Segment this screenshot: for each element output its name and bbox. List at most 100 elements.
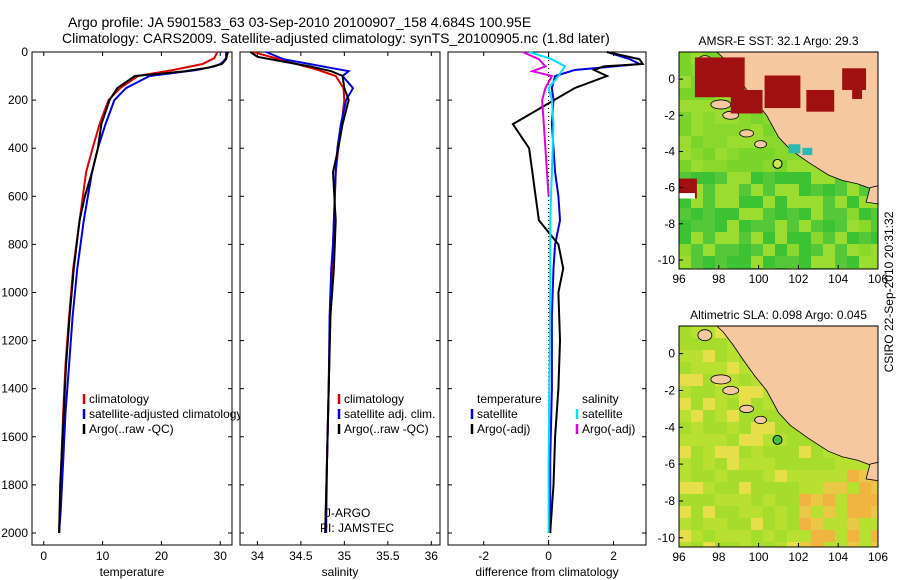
map-pixel <box>847 208 859 220</box>
legend-entry: Argo(-adj) <box>582 422 635 436</box>
map-pixel <box>739 196 751 208</box>
map-pixel <box>691 362 703 374</box>
map-pixel <box>679 434 691 446</box>
y-tick-label: -6 <box>664 181 675 195</box>
map-pixel <box>811 208 823 220</box>
map-pixel <box>775 506 787 518</box>
map-pixel <box>727 362 739 374</box>
map-pixel <box>763 208 775 220</box>
map-pixel <box>763 482 775 494</box>
map-pixel <box>763 470 775 482</box>
legend-entry: satellite-adjusted climatology <box>89 407 242 421</box>
map-pixel <box>835 196 847 208</box>
map-pixel <box>691 446 703 458</box>
map-pixel <box>799 220 811 232</box>
map-pixel <box>763 458 775 470</box>
x-tick-label: 35.5 <box>376 549 400 563</box>
map-pixel <box>799 518 811 530</box>
map-pixel <box>775 542 787 547</box>
x-tick-label: 34 <box>251 549 265 563</box>
x-tick-label: 104 <box>828 272 848 286</box>
map-pixel <box>715 434 727 446</box>
map-pixel <box>703 160 715 172</box>
map-pixel <box>751 112 763 124</box>
map-pixel <box>823 482 835 494</box>
map-pixel <box>751 542 763 547</box>
map-pixel <box>763 232 775 244</box>
x-tick-label: 106 <box>868 272 888 286</box>
map-pixel <box>739 506 751 518</box>
island <box>710 374 732 385</box>
map-pixel <box>727 232 739 244</box>
map-pixel <box>787 482 799 494</box>
map-pixel <box>763 518 775 530</box>
map-pixel <box>715 446 727 458</box>
x-tick-label: 0 <box>40 549 47 563</box>
map-pixel <box>727 422 739 434</box>
map-pixel <box>715 470 727 482</box>
map-pixel <box>679 196 691 208</box>
map-pixel <box>715 232 727 244</box>
map-pixel <box>691 422 703 434</box>
map-pixel <box>691 208 703 220</box>
map-pixel <box>859 220 871 232</box>
map-pixel <box>823 530 835 542</box>
map-pixel <box>811 446 823 458</box>
map-pixel <box>691 160 703 172</box>
map-pixel <box>679 446 691 458</box>
x-axis-label: temperature <box>100 565 165 579</box>
map-pixel <box>763 542 775 547</box>
map-pixel <box>679 256 691 268</box>
map-pixel <box>775 446 787 458</box>
map-pixel <box>799 446 811 458</box>
map-pixel <box>763 124 775 136</box>
coastal-patch <box>788 144 801 154</box>
map-pixel <box>751 148 763 160</box>
map-pixel <box>727 172 739 184</box>
map-pixel <box>739 470 751 482</box>
map-pixel <box>835 518 847 530</box>
map-pixel <box>727 410 739 422</box>
legend-entry: Argo(..raw -QC) <box>89 422 174 436</box>
map-pixel <box>739 136 751 148</box>
map-pixel <box>811 518 823 530</box>
map-pixel <box>679 136 691 148</box>
map-pixel <box>679 208 691 220</box>
map-pixel <box>691 434 703 446</box>
map-pixel <box>703 482 715 494</box>
map-pixel <box>727 458 739 470</box>
map-pixel <box>727 208 739 220</box>
map-pixel <box>835 220 847 232</box>
map-pixel <box>751 434 763 446</box>
map-pixel <box>751 506 763 518</box>
map-pixel <box>691 148 703 160</box>
map-pixel <box>691 220 703 232</box>
map-pixel <box>715 398 727 410</box>
map-pixel <box>727 374 739 386</box>
map-pixel <box>847 184 859 196</box>
float-program-label: J-ARGO <box>325 506 370 520</box>
profile-title: Argo profile: JA 5901583_63 03-Sep-2010 … <box>68 14 532 30</box>
y-tick-label: -2 <box>664 108 675 122</box>
map-pixel <box>799 244 811 256</box>
map-pixel <box>811 184 823 196</box>
map-pixel <box>679 374 691 386</box>
map-pixel <box>799 208 811 220</box>
map-pixel <box>751 482 763 494</box>
map-pixel <box>835 482 847 494</box>
map-pixel <box>727 196 739 208</box>
map-pixel <box>751 422 763 434</box>
map-pixel <box>715 422 727 434</box>
map-pixel <box>679 506 691 518</box>
map-pixel <box>727 244 739 256</box>
map-pixel <box>715 208 727 220</box>
map-pixel <box>799 232 811 244</box>
map-pixel <box>703 386 715 398</box>
map-pixel <box>859 256 871 268</box>
legend-entry: climatology <box>89 392 149 406</box>
cloud-patch <box>806 89 835 112</box>
island <box>754 415 767 425</box>
legend-entry: satellite <box>582 407 623 421</box>
map-pixel <box>703 446 715 458</box>
map-pixel <box>811 458 823 470</box>
